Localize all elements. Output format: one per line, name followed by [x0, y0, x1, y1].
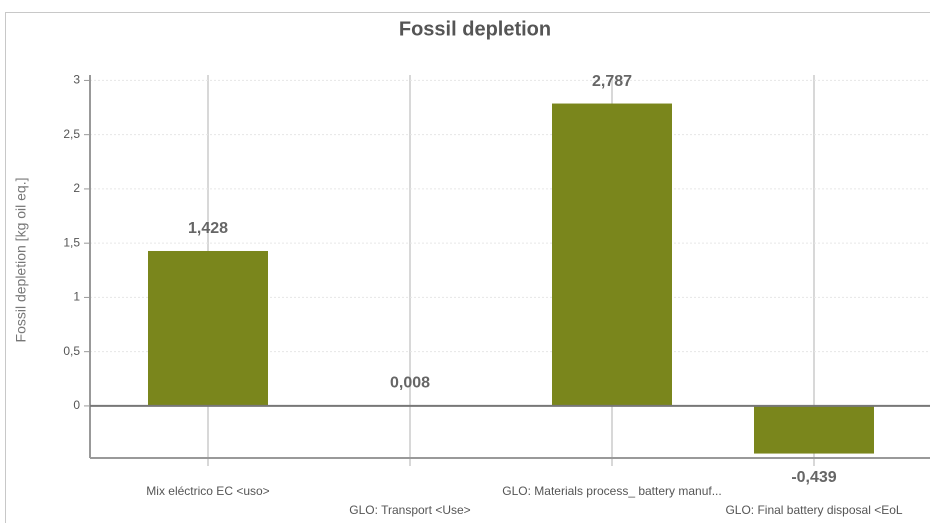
- y-tick-label: 2,5: [63, 127, 80, 141]
- x-tick-label: GLO: Materials process_ battery manuf...: [502, 484, 721, 498]
- y-tick-label: 1,5: [63, 235, 80, 249]
- bar: [148, 250, 268, 406]
- x-tick-label: GLO: Transport <Use>: [349, 503, 470, 517]
- y-tick-label: 0,5: [63, 344, 80, 358]
- y-tick-label: 1: [73, 290, 80, 304]
- x-tick-label: Mix eléctrico EC <uso>: [146, 484, 269, 498]
- x-tick-label: GLO: Final battery disposal <EoL: [725, 503, 902, 517]
- value-label: 0,008: [390, 374, 430, 391]
- y-tick-label: 3: [73, 73, 80, 87]
- value-label: 1,428: [188, 220, 228, 237]
- value-label: -0,439: [791, 469, 836, 486]
- value-label: 2,787: [592, 73, 632, 90]
- bar: [754, 405, 874, 454]
- bar: [552, 103, 672, 406]
- chart-title: Fossil depletion: [399, 18, 551, 40]
- y-axis-label: Fossil depletion [kg oil eq.]: [13, 178, 29, 343]
- y-tick-label: 2: [73, 181, 80, 195]
- y-tick-label: 0: [73, 398, 80, 412]
